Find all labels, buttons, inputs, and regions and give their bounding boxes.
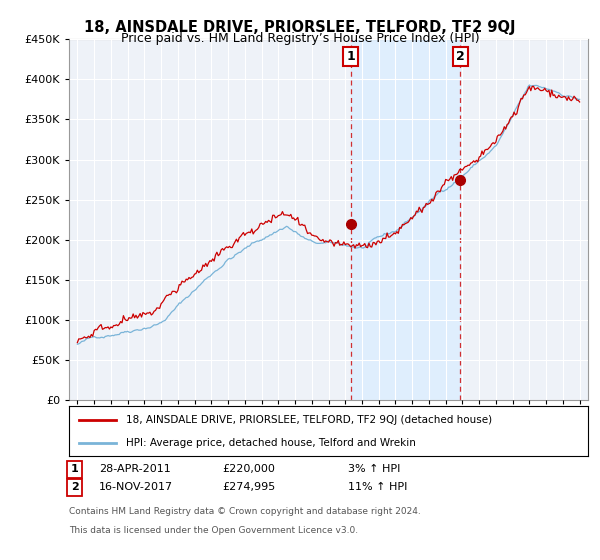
Text: 18, AINSDALE DRIVE, PRIORSLEE, TELFORD, TF2 9QJ (detached house): 18, AINSDALE DRIVE, PRIORSLEE, TELFORD, … [126,414,492,424]
Text: 2: 2 [456,50,465,63]
Text: 1: 1 [346,50,355,63]
Text: 28-APR-2011: 28-APR-2011 [99,464,171,474]
Text: Price paid vs. HM Land Registry’s House Price Index (HPI): Price paid vs. HM Land Registry’s House … [121,32,479,45]
Text: 3% ↑ HPI: 3% ↑ HPI [348,464,400,474]
Text: 1: 1 [71,464,79,474]
Text: 18, AINSDALE DRIVE, PRIORSLEE, TELFORD, TF2 9QJ: 18, AINSDALE DRIVE, PRIORSLEE, TELFORD, … [84,20,516,35]
Text: HPI: Average price, detached house, Telford and Wrekin: HPI: Average price, detached house, Telf… [126,438,416,448]
Text: 16-NOV-2017: 16-NOV-2017 [99,482,173,492]
Text: Contains HM Land Registry data © Crown copyright and database right 2024.: Contains HM Land Registry data © Crown c… [69,507,421,516]
Text: £220,000: £220,000 [222,464,275,474]
Text: 2: 2 [71,482,79,492]
Text: This data is licensed under the Open Government Licence v3.0.: This data is licensed under the Open Gov… [69,526,358,535]
Bar [351,39,460,400]
Text: 11% ↑ HPI: 11% ↑ HPI [348,482,407,492]
Text: £274,995: £274,995 [222,482,275,492]
